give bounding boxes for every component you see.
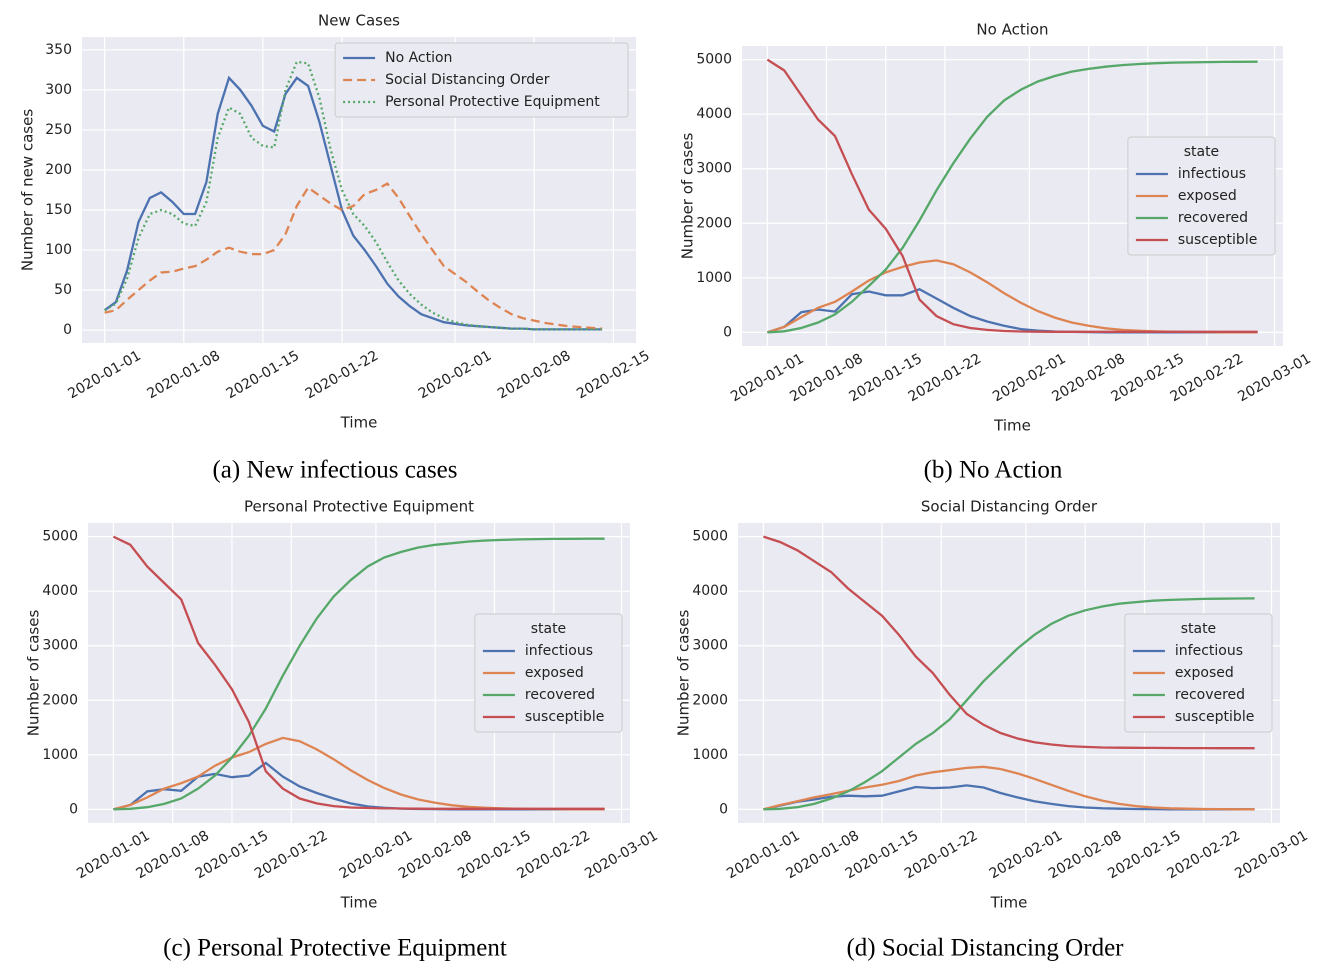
series-line: [763, 597, 1255, 811]
series-line: [112, 535, 605, 810]
x-tick-label: 2020-03-01: [582, 828, 660, 883]
y-tick-label: 3000: [692, 638, 728, 654]
series-line: [104, 60, 603, 331]
legend-title: state: [531, 621, 566, 637]
y-tick-label: 1000: [696, 270, 732, 286]
series-line: [766, 58, 1258, 333]
x-axis-label: Time: [990, 894, 1028, 912]
x-tick-label: 2020-01-08: [145, 348, 223, 403]
y-tick-label: 5000: [696, 52, 732, 68]
panel: 0 50 100 150 200 250 300 350 2020-01-01 2020-01-0…: [19, 12, 653, 484]
legend-box: [474, 613, 623, 733]
series-line: [103, 75, 603, 331]
legend-label: recovered: [525, 687, 595, 703]
legend-label: infectious: [525, 643, 593, 659]
x-axis-label: Time: [340, 414, 378, 432]
y-tick-label: 150: [45, 202, 72, 218]
panel: 0100020003000400050002020-01-012020-01-0…: [679, 21, 1314, 484]
y-tick-label: 200: [45, 162, 72, 178]
legend-label: exposed: [525, 665, 584, 681]
legend-label: exposed: [1178, 188, 1237, 204]
y-tick-label: 2000: [692, 692, 728, 708]
panel: 0100020003000400050002020-01-012020-01-0…: [675, 498, 1311, 962]
legend-box: [334, 42, 629, 118]
legend: state infectious exposed recovered susceptib…: [474, 613, 623, 733]
y-axis-label: Number of new cases: [19, 109, 37, 272]
y-tick-label: 100: [45, 242, 72, 258]
legend-title: state: [1184, 144, 1219, 160]
legend-label: infectious: [1175, 643, 1243, 659]
y-axis-label: Number of cases: [25, 610, 43, 737]
y-tick-label: 5000: [42, 529, 78, 545]
caption: (b) No Action: [924, 457, 1063, 484]
legend-label: recovered: [1178, 210, 1248, 226]
x-axis-label: Time: [340, 894, 378, 912]
x-tick-label: 2020-01-01: [65, 348, 143, 403]
y-tick-label: 350: [45, 42, 72, 58]
y-tick-label: 250: [45, 122, 72, 138]
series-line: [104, 182, 603, 330]
y-axis-label: Number of cases: [679, 133, 697, 260]
x-tick-label: 2020-02-01: [416, 348, 494, 403]
chart-title: No Action: [976, 21, 1048, 39]
series-line: [767, 60, 1258, 334]
y-tick-label: 3000: [696, 161, 732, 177]
x-tick-label: 2020-01-15: [224, 348, 302, 403]
panel: 0100020003000400050002020-01-012020-01-0…: [25, 498, 661, 962]
chart-title: Personal Protective Equipment: [244, 498, 474, 516]
legend-title: state: [1181, 621, 1216, 637]
legend-label: recovered: [1175, 687, 1245, 703]
y-tick-label: 4000: [696, 106, 732, 122]
legend: state infectious exposed recovered susceptib…: [1127, 136, 1276, 256]
legend-label: Social Distancing Order: [385, 72, 550, 88]
chart-title: New Cases: [318, 12, 400, 30]
x-tick-label: 2020-01-22: [303, 348, 381, 403]
legend: No Action Social Distancing Order Personal…: [334, 42, 629, 118]
y-tick-label: 1000: [42, 747, 78, 763]
y-tick-label: 2000: [696, 215, 732, 231]
y-tick-label: 0: [719, 801, 728, 817]
y-tick-label: 4000: [42, 583, 78, 599]
x-tick-label: 2020-02-08: [495, 348, 573, 403]
x-tick-label: 2020-03-01: [1235, 351, 1313, 406]
x-axis-label: Time: [993, 417, 1031, 435]
y-tick-label: 2000: [42, 692, 78, 708]
y-tick-label: 1000: [692, 747, 728, 763]
y-tick-label: 50: [54, 282, 72, 298]
legend-box: [1127, 136, 1276, 256]
y-tick-label: 4000: [692, 583, 728, 599]
x-tick-label: 2020-03-01: [1232, 828, 1310, 883]
chart-title: Social Distancing Order: [921, 498, 1098, 516]
legend-label: susceptible: [525, 709, 604, 725]
y-tick-label: 0: [723, 324, 732, 340]
y-tick-label: 0: [63, 322, 72, 338]
legend-label: exposed: [1175, 665, 1234, 681]
legend-label: susceptible: [1178, 232, 1257, 248]
legend-box: [1124, 613, 1273, 733]
y-axis-label: Number of cases: [675, 610, 693, 737]
y-tick-label: 300: [45, 82, 72, 98]
legend-label: Personal Protective Equipment: [385, 94, 600, 110]
series-line: [763, 535, 1255, 750]
legend-label: infectious: [1178, 166, 1246, 182]
legend-label: susceptible: [1175, 709, 1254, 725]
x-tick-label: 2020-02-15: [574, 348, 652, 403]
y-tick-label: 5000: [692, 529, 728, 545]
legend: state infectious exposed recovered susceptib…: [1124, 613, 1273, 733]
caption: (d) Social Distancing Order: [846, 935, 1124, 962]
caption: (a) New infectious cases: [212, 457, 457, 484]
y-tick-label: 3000: [42, 638, 78, 654]
y-tick-label: 0: [69, 801, 78, 817]
series-line: [113, 537, 605, 811]
legend-label: No Action: [385, 50, 452, 66]
caption: (c) Personal Protective Equipment: [163, 935, 507, 962]
